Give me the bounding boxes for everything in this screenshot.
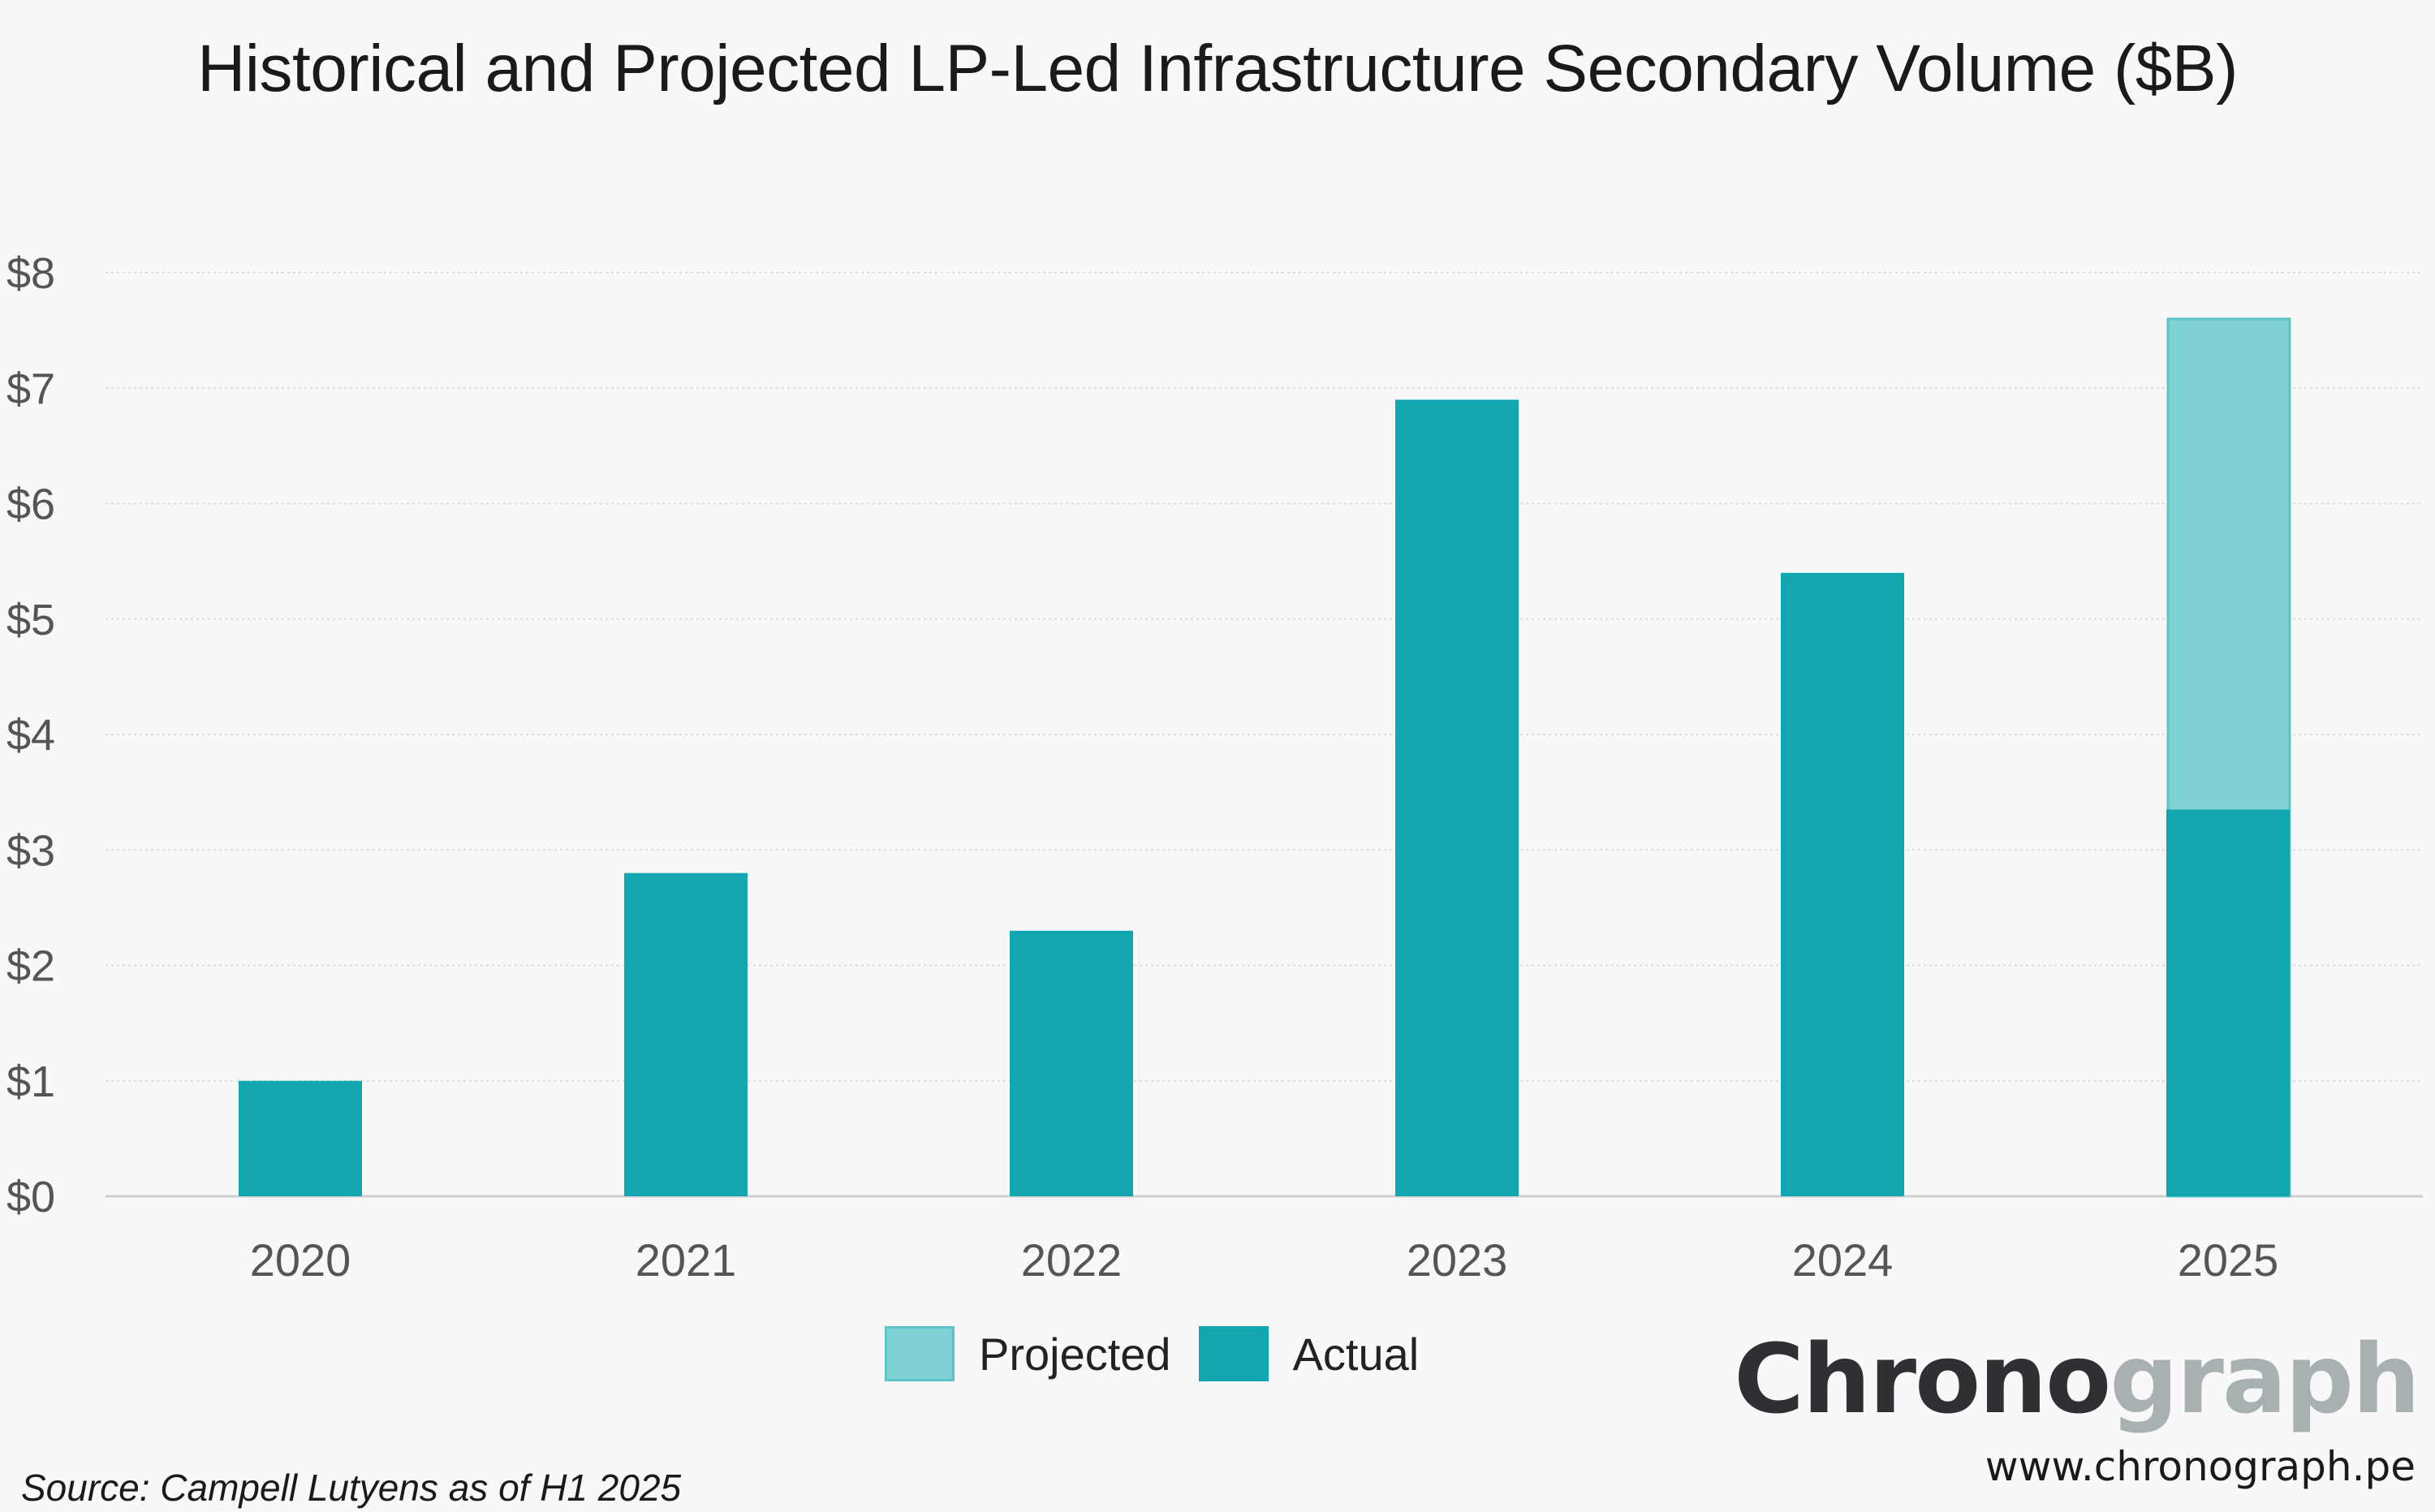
bar-actual-2025 — [2166, 809, 2290, 1196]
y-tick-label: $8 — [6, 249, 55, 298]
legend-swatch-actual — [1198, 1326, 1269, 1381]
x-tick-label: 2024 — [1792, 1234, 1894, 1286]
y-tick-label: $6 — [6, 480, 55, 529]
bars — [239, 317, 2291, 1198]
bar-actual-2024 — [1781, 572, 1904, 1196]
y-tick-label: $4 — [6, 711, 55, 760]
chart-title: Historical and Projected LP-Led Infrastr… — [197, 32, 2238, 106]
brand-url[interactable]: www.chronograph.pe — [1985, 1443, 2416, 1490]
x-tick-label: 2021 — [636, 1234, 737, 1286]
logo-dark-text: Chrono — [1734, 1323, 2111, 1435]
legend-label-projected: Projected — [979, 1328, 1171, 1380]
y-tick-label: $1 — [6, 1058, 55, 1106]
gridlines — [106, 272, 2423, 1198]
bar-actual-2022 — [1010, 930, 1133, 1196]
bar-actual-2021 — [624, 872, 748, 1196]
x-tick-label: 2020 — [250, 1234, 351, 1286]
x-axis-ticks: 2020 2021 2022 2023 2024 2025 — [250, 1234, 2279, 1286]
y-axis-ticks: $0 $1 $2 $3 $4 $5 $6 $7 $8 — [6, 249, 55, 1221]
legend-label-actual: Actual — [1292, 1328, 1420, 1380]
x-tick-label: 2023 — [1407, 1234, 1508, 1286]
y-tick-label: $7 — [6, 364, 55, 413]
y-tick-label: $2 — [6, 942, 55, 991]
source-note: Source: Campell Lutyens as of H1 2025 — [21, 1467, 682, 1509]
x-tick-label: 2025 — [2178, 1234, 2279, 1286]
chronograph-logo: Chronograph — [1734, 1331, 2420, 1427]
legend-item-actual[interactable]: Actual — [1198, 1326, 1420, 1381]
bar-actual-2020 — [239, 1080, 362, 1196]
y-tick-label: $0 — [6, 1173, 55, 1221]
logo-light-text: graph — [2110, 1323, 2420, 1435]
legend-item-projected[interactable]: Projected — [885, 1326, 1171, 1381]
x-tick-label: 2022 — [1021, 1234, 1123, 1286]
y-tick-label: $5 — [6, 596, 55, 644]
legend-swatch-projected — [885, 1326, 955, 1381]
bar-actual-2023 — [1395, 399, 1519, 1197]
legend: Projected Actual — [885, 1325, 1446, 1383]
y-tick-label: $3 — [6, 826, 55, 875]
